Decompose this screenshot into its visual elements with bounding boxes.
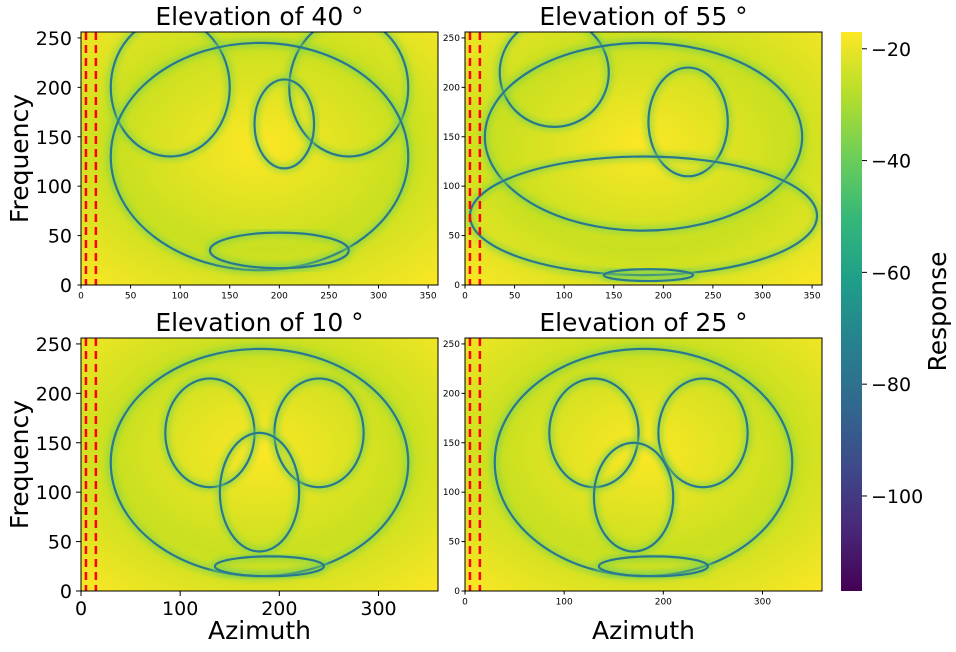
- y-tick-label: 0: [60, 581, 72, 603]
- colorbar-tick-label: −60: [871, 262, 911, 284]
- x-tick-label: 150: [221, 292, 238, 302]
- y-tick-label: 50: [449, 538, 461, 548]
- contour-line: [597, 555, 710, 578]
- y-tick-label: 0: [454, 587, 460, 597]
- contour-lines: [490, 344, 797, 581]
- colorbar-tick-label: −20: [871, 39, 911, 61]
- y-tick-label: 150: [443, 133, 460, 143]
- y-tick-label: 150: [443, 439, 460, 449]
- x-tick-label: 350: [419, 292, 436, 302]
- contour-line: [213, 555, 326, 578]
- contour-line: [208, 231, 350, 270]
- y-tick-label: 100: [443, 488, 460, 498]
- colorbar: −20 −40 −60 −80 −100 Response: [841, 32, 952, 591]
- x-tick-label: 50: [125, 292, 137, 302]
- contour-lines: [465, 32, 822, 285]
- y-tick-label: 150: [36, 433, 72, 455]
- y-tick-label: 50: [48, 532, 72, 554]
- y-tick-label: 0: [60, 275, 72, 297]
- panel-title: Elevation of 40 °: [155, 2, 363, 31]
- x-tick-label: 250: [320, 292, 337, 302]
- x-tick-label: 350: [803, 292, 820, 302]
- x-tick-label: 0: [78, 292, 84, 302]
- x-tick-label: 300: [360, 598, 396, 620]
- x-tick-label: 300: [754, 292, 771, 302]
- panel-title: Elevation of 10 °: [155, 308, 363, 337]
- x-tick-label: 100: [556, 292, 573, 302]
- contour-line: [218, 431, 301, 553]
- axes-frame: [80, 31, 439, 286]
- y-tick-label: 200: [36, 77, 72, 99]
- y-tick-label: 250: [443, 340, 460, 350]
- contour-lines: [106, 32, 413, 275]
- panel-title: Elevation of 25 °: [539, 308, 747, 337]
- x-tick-label: 0: [75, 598, 87, 620]
- contour-line: [592, 441, 675, 553]
- x-tick-label: 150: [605, 292, 622, 302]
- x-tick-label: 250: [704, 292, 721, 302]
- y-axis-label: Frequency: [5, 94, 34, 223]
- contour-line: [498, 32, 610, 128]
- x-tick-label: 100: [556, 598, 573, 608]
- contour-line: [647, 66, 729, 178]
- y-tick-label: 200: [443, 83, 460, 93]
- x-tick-label: 0: [462, 598, 468, 608]
- contour-line: [109, 32, 231, 158]
- x-tick-label: 100: [162, 598, 198, 620]
- y-tick-label: 250: [36, 334, 72, 356]
- contour-line: [253, 78, 316, 170]
- x-tick-label: 50: [509, 292, 521, 302]
- contour-lines: [106, 344, 413, 581]
- colorbar-tick-label: −80: [871, 374, 911, 396]
- contour-line: [288, 32, 410, 158]
- x-tick-label: 0: [462, 292, 468, 302]
- colorbar-tick-label: −100: [871, 486, 923, 508]
- contour-line: [602, 268, 695, 283]
- axes-frame: [464, 31, 823, 286]
- x-tick-label: 300: [754, 598, 771, 608]
- x-axis-label: Azimuth: [208, 616, 311, 645]
- x-tick-label: 200: [655, 292, 672, 302]
- axes-frame: [464, 337, 823, 592]
- colorbar-label: Response: [923, 251, 952, 371]
- y-tick-label: 50: [48, 226, 72, 248]
- y-tick-label: 200: [36, 383, 72, 405]
- axes-frame: [80, 337, 439, 592]
- x-tick-label: 200: [261, 598, 297, 620]
- y-tick-label: 100: [36, 176, 72, 198]
- heatmap-panel-3: 0 100 200 300 Elevation of 10 ° Azimuth Freque…: [5, 308, 439, 645]
- heatmap-panel-1: 0 50 100 150 200 250 300 350 Elevation of 40 ° Fr…: [5, 2, 439, 302]
- y-axis-label: Frequency: [5, 400, 34, 529]
- x-axis-label: Azimuth: [592, 616, 695, 645]
- y-tick-label: 250: [36, 28, 72, 50]
- heatmap-panel-2: 0 50 100 150 200 250 300 350 Elevation of 55 °: [461, 2, 823, 302]
- y-tick-label: 50: [449, 232, 461, 242]
- panel-title: Elevation of 55 °: [539, 2, 747, 31]
- y-tick-label: 150: [36, 127, 72, 149]
- y-tick-label: 100: [36, 482, 72, 504]
- y-tick-label: 200: [443, 389, 460, 399]
- contour-line: [483, 41, 804, 232]
- heatmap-panel-4: 0 100 200 300 Elevation of 25 ° Azimuth: [461, 308, 823, 645]
- colorbar-gradient: [841, 32, 862, 591]
- contour-line: [657, 377, 749, 489]
- heatmap-field: [81, 32, 438, 285]
- x-tick-label: 100: [172, 292, 189, 302]
- y-tick-label: 100: [443, 182, 460, 192]
- y-tick-label: 0: [454, 281, 460, 291]
- x-tick-label: 200: [655, 598, 672, 608]
- x-tick-label: 200: [271, 292, 288, 302]
- colorbar-tick-label: −40: [871, 151, 911, 173]
- y-tick-label: 250: [443, 34, 460, 44]
- x-tick-label: 300: [370, 292, 387, 302]
